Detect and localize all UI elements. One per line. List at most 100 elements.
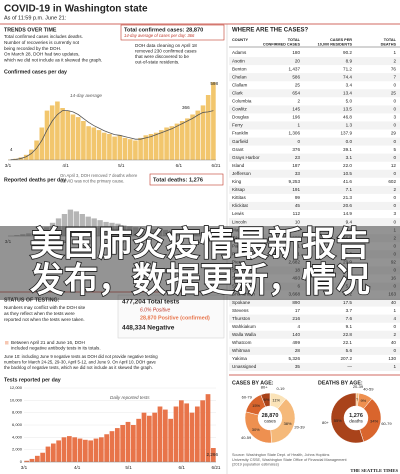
slice-value: 15%	[252, 403, 260, 408]
table-cell: Unassigned	[232, 364, 257, 369]
table-cell: 14.9	[343, 211, 352, 216]
table-cell: Columbia	[232, 99, 252, 104]
bar	[72, 437, 78, 462]
table-cell: 0	[393, 82, 396, 87]
bar	[61, 437, 67, 462]
legend-label: 14-day average	[70, 93, 102, 98]
table-cell: 3	[393, 115, 396, 120]
pie-center: deaths	[349, 419, 363, 424]
slice-value: 2%	[354, 397, 360, 402]
callout: 4	[10, 147, 13, 152]
bar	[138, 137, 143, 160]
table-cell: 25	[295, 82, 301, 87]
row-band	[229, 153, 400, 162]
table-cell: 74.4	[343, 74, 352, 79]
table-cell: 22.1	[343, 340, 352, 345]
bar	[146, 415, 152, 462]
overlay-band	[0, 226, 400, 300]
x-tick-label: 4/1	[62, 163, 69, 168]
table-cell: 35	[295, 364, 301, 369]
table-cell: Thurston	[232, 316, 251, 321]
table-cell: Grays Harbor	[232, 155, 260, 160]
bar	[104, 434, 110, 462]
column-header: TOTAL	[384, 38, 397, 42]
table-cell: 12	[391, 163, 397, 168]
column-header: 10,000 RESIDENTS	[318, 43, 353, 47]
average-line	[10, 110, 214, 161]
callout: 2,266	[207, 452, 219, 457]
table-cell: 10.5	[343, 171, 352, 176]
table-cell: Whitman	[232, 348, 251, 353]
row-band	[229, 298, 400, 307]
table-cell: 2	[393, 187, 396, 192]
bar	[40, 452, 46, 462]
total-box	[120, 24, 225, 41]
bar	[173, 406, 179, 462]
row-band	[229, 330, 400, 339]
note-line: reported not when the tests were taken.	[4, 317, 85, 322]
table-cell: 207.2	[341, 356, 353, 361]
table-cell: 9.1	[346, 324, 353, 329]
table-cell: 5.6	[346, 348, 353, 353]
table-cell: 90.2	[343, 50, 352, 55]
bar	[143, 135, 149, 160]
section-heading: STATUS OF TESTING:	[4, 297, 60, 303]
note-line: removed 230 confirmed cases	[135, 49, 197, 54]
table-cell: Grant	[232, 147, 244, 152]
x-tick-label: 6/1	[179, 465, 186, 470]
bar	[120, 425, 126, 462]
bar	[98, 437, 104, 462]
table-cell: 654	[292, 90, 300, 95]
bar	[24, 460, 30, 462]
bar	[39, 127, 45, 160]
bar	[205, 95, 211, 160]
bar	[82, 439, 88, 462]
table-cell: Kittitas	[232, 195, 246, 200]
bar	[157, 406, 163, 462]
overlay-headline: 美国肺炎疫情最新报告	[30, 225, 370, 265]
callout: 366	[182, 105, 190, 110]
bar	[122, 137, 128, 160]
bar	[130, 425, 136, 462]
table-cell: 499	[292, 340, 300, 345]
y-tick-label: 2,000	[12, 447, 23, 452]
bar	[200, 400, 206, 462]
legend-label: Daily reported tests	[110, 395, 150, 400]
chart-title: Reported deaths per day	[4, 177, 66, 183]
total-tests: 477,204 Total tests	[122, 299, 180, 306]
table-cell: Lincoln	[232, 219, 247, 224]
total-deaths: Total deaths: 1,276	[153, 177, 203, 183]
table-cell: —	[347, 364, 352, 369]
table-cell: 4	[393, 316, 396, 321]
table-cell: 13.5	[343, 107, 352, 112]
table-cell: 0	[393, 219, 396, 224]
chart-title: Tests reported per day	[4, 377, 61, 383]
bar	[96, 130, 102, 160]
slice-label: 40-59	[363, 387, 374, 392]
table-cell: Yakima	[232, 356, 247, 361]
bar	[50, 443, 56, 462]
table-cell: 7	[393, 74, 396, 79]
x-tick-label: 4/1	[74, 465, 81, 470]
x-tick-label: 6/1	[176, 163, 183, 168]
bar	[45, 446, 51, 462]
table-cell: 41.6	[343, 179, 352, 184]
row-band	[229, 201, 400, 210]
note-line: as they reflect when the tests were	[4, 311, 75, 316]
column-header: CONFIRMED CASES	[263, 43, 301, 47]
slice-value: 11%	[272, 398, 280, 403]
table-cell: 9,253	[289, 179, 301, 184]
source-line: Source: Washington State Dept. of Health…	[232, 453, 329, 457]
note-line: numbers for March 24-25, 29-30, April 5-…	[4, 360, 157, 365]
bar	[23, 154, 29, 160]
y-tick-label: 4,000	[12, 434, 23, 439]
note-line: which we did not include as it skewed th…	[4, 57, 102, 62]
table-cell: 7.6	[346, 316, 353, 321]
pie-center: cases	[264, 419, 277, 424]
bar	[55, 101, 60, 160]
note-line: the backlog of negative tests, which we …	[4, 365, 153, 370]
note-line: that were discovered to be	[135, 54, 189, 59]
row-band	[229, 314, 400, 323]
table-cell: Walla Walla	[232, 332, 256, 337]
bar	[34, 455, 40, 462]
